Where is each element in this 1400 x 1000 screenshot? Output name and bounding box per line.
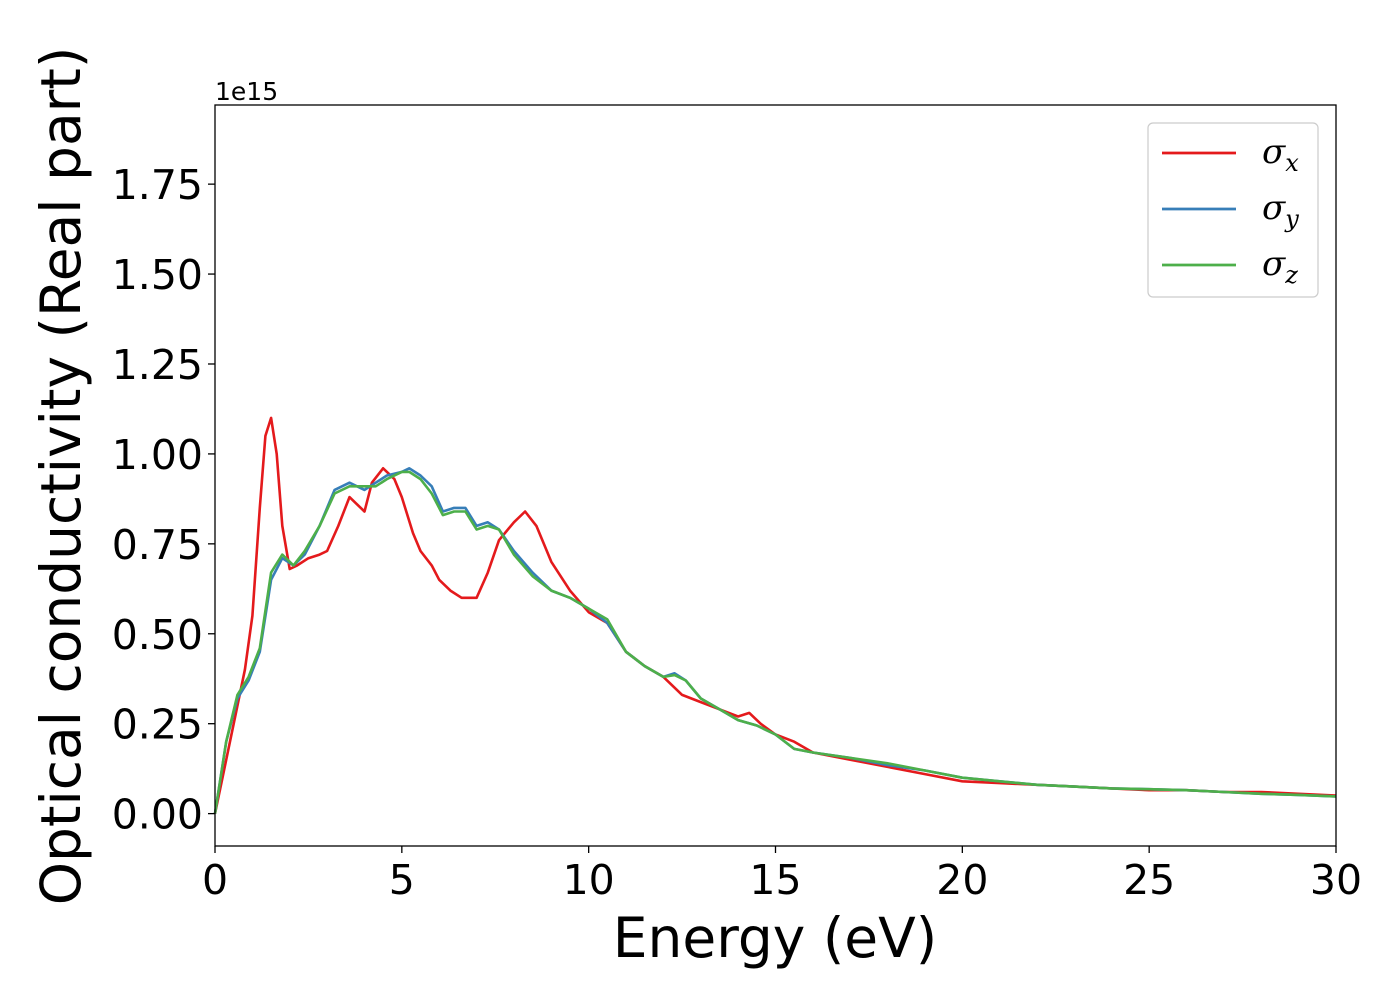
x-tick-label: 15 [749,856,801,904]
x-tick-label: 0 [202,856,228,904]
x-axis: 0 5 10 15 20 25 30 [202,846,1362,904]
y-axis-title: Optical conductivity (Real part) [29,47,93,906]
y-tick-label: 0.00 [112,791,203,839]
series-line-z [213,470,1337,814]
y-axis: 0.00 0.25 0.50 0.75 1.00 1.25 1.50 1.75 [112,161,215,839]
x-tick-label: 20 [936,856,988,904]
y-tick-label: 1.00 [112,431,203,479]
x-tick-label: 25 [1123,856,1175,904]
y-offset-label: 1e15 [215,77,278,106]
y-tick-label: 1.50 [112,251,203,299]
y-tick-label: 1.25 [112,341,203,389]
y-tick-label: 1.75 [112,161,203,209]
x-tick-label: 10 [563,856,615,904]
x-tick-label: 5 [389,856,415,904]
legend-label: σy [1262,188,1299,233]
series-line-x [213,416,1337,814]
series-layer [213,416,1337,814]
x-tick-label: 30 [1310,856,1362,904]
y-tick-label: 0.25 [112,701,203,749]
y-tick-label: 0.75 [112,521,203,569]
y-tick-label: 0.50 [112,611,203,659]
x-axis-title: Energy (eV) [613,906,937,970]
